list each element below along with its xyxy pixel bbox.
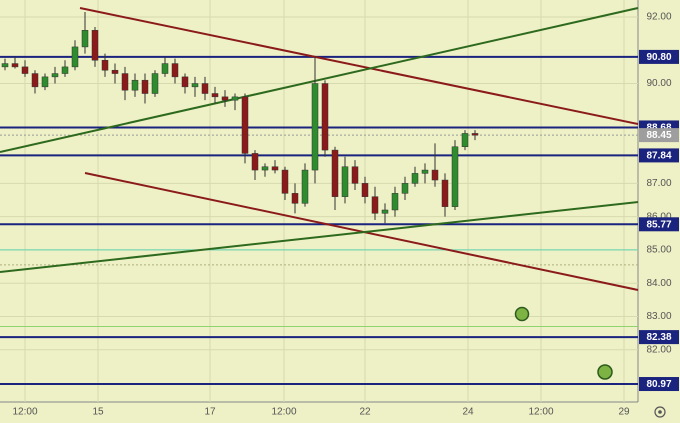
candle-body (311, 83, 319, 171)
level-label-box (639, 217, 679, 232)
candle-body (301, 169, 309, 204)
candle-body (71, 46, 79, 68)
candle-body (151, 73, 159, 94)
y-tick-label: 92.00 (646, 12, 671, 23)
signal-marker (597, 364, 613, 380)
candle-body (381, 209, 389, 214)
candle-body (161, 63, 169, 74)
candle-body (131, 79, 139, 91)
y-tick-label: 90.00 (646, 78, 671, 89)
candle-body (241, 96, 249, 154)
axis-labels: 92.00 90.00 87.00 86.00 85.00 84.00 83.00 82.00… (12, 12, 679, 418)
candle-body (231, 96, 239, 101)
level-label: 80.97 (646, 379, 671, 390)
candle-body (401, 183, 409, 194)
y-tick-label: 85.00 (646, 245, 671, 256)
level-label: 88.68 (646, 123, 671, 134)
candle-body (421, 169, 429, 174)
y-tick-label: 84.00 (646, 278, 671, 289)
candle-body (81, 30, 89, 48)
x-tick-label: 12:00 (271, 407, 296, 418)
candle-body (251, 153, 259, 171)
candle-body (171, 63, 179, 78)
candle-body (121, 73, 129, 91)
candle-body (341, 166, 349, 197)
candle-body (141, 79, 149, 94)
candle-body (271, 166, 279, 171)
y-tick-label: 87.00 (646, 178, 671, 189)
candle-body (11, 63, 19, 68)
candle-body (111, 69, 119, 74)
candle-body (351, 166, 359, 184)
x-tick-label: 22 (359, 407, 371, 418)
candle-body (191, 83, 199, 88)
candle-body (431, 169, 439, 181)
y-tick-label: 82.00 (646, 344, 671, 355)
candle-body (451, 146, 459, 207)
settings-icon-ring[interactable] (654, 406, 666, 418)
last-price-box (639, 128, 679, 143)
last-price-label: 88.45 (646, 130, 671, 141)
trend-line (79, 7, 639, 125)
settings-icon-center[interactable] (658, 410, 662, 414)
candle-body (181, 76, 189, 88)
x-tick-label: 24 (462, 407, 474, 418)
y-tick-label: 86.00 (646, 211, 671, 222)
candle-body (411, 173, 419, 184)
candle-body (461, 133, 469, 148)
candle-body (201, 83, 209, 94)
candle-body (211, 93, 219, 98)
x-tick-label: 17 (204, 407, 216, 418)
guides (0, 249, 638, 327)
candle-body (61, 66, 69, 74)
settings-icon[interactable] (654, 406, 666, 418)
level-label-box (639, 377, 679, 392)
level-label: 90.80 (646, 52, 671, 63)
level-label: 85.77 (646, 219, 671, 230)
candle-body (391, 193, 399, 211)
candle-body (1, 63, 9, 68)
candle-body (221, 96, 229, 101)
x-tick-label: 29 (618, 407, 630, 418)
candle-body (101, 59, 109, 71)
x-tick-label: 12:00 (12, 407, 37, 418)
candle-body (91, 30, 99, 61)
y-tick-label: 83.00 (646, 311, 671, 322)
x-tick-label: 12:00 (528, 407, 553, 418)
candle-body (371, 196, 379, 214)
candle-body (41, 76, 49, 88)
signal-marker (514, 306, 530, 322)
level-label: 82.38 (646, 332, 671, 343)
x-tick-label: 15 (92, 407, 104, 418)
level-label-box (639, 49, 679, 64)
candle-body (51, 73, 59, 78)
candle-body (331, 149, 339, 197)
level-label: 87.84 (646, 151, 671, 162)
candle-body (31, 73, 39, 88)
candle-body (281, 169, 289, 194)
trend-line (0, 201, 639, 273)
candle-body (261, 166, 269, 171)
candles (1, 11, 479, 224)
level-label-box (639, 330, 679, 345)
candle-body (321, 83, 329, 151)
candle-body (361, 183, 369, 197)
candle-body (471, 133, 479, 136)
level-label-box (639, 148, 679, 163)
candle-body (291, 193, 299, 204)
candle-body (441, 179, 449, 207)
trend-line (0, 7, 639, 153)
candle-body (21, 66, 29, 74)
